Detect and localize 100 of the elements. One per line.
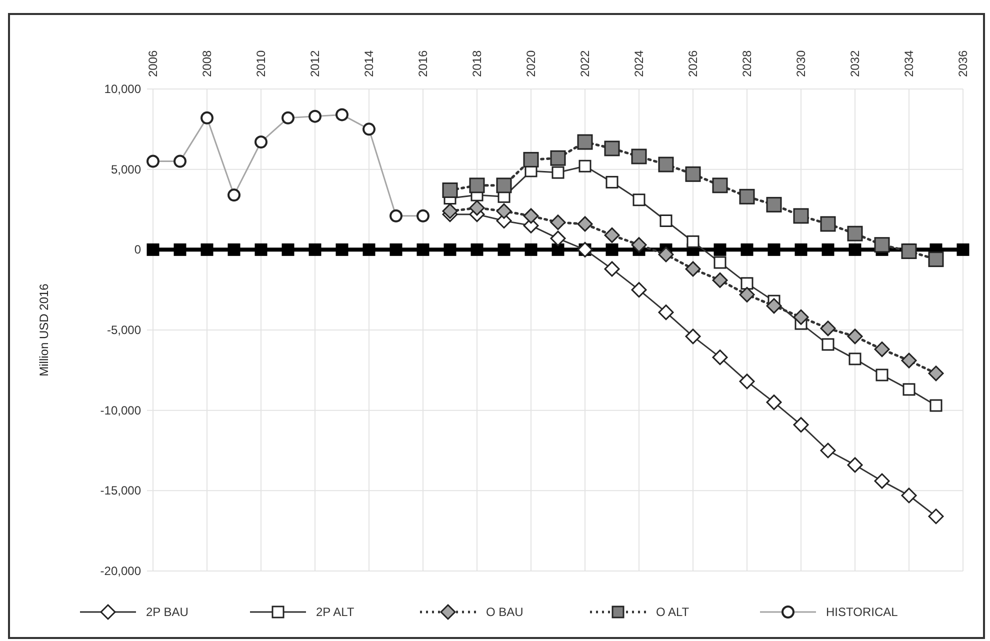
point — [714, 243, 726, 256]
point — [606, 243, 618, 256]
point — [416, 243, 430, 256]
point — [658, 156, 674, 172]
point — [822, 338, 834, 351]
point — [848, 352, 862, 366]
point — [442, 182, 458, 198]
point — [768, 243, 780, 256]
point — [606, 176, 618, 188]
point — [820, 442, 836, 458]
point — [822, 243, 834, 256]
point — [739, 374, 755, 390]
point — [200, 243, 214, 256]
point — [712, 178, 728, 194]
point — [901, 488, 917, 504]
point — [739, 188, 755, 204]
y-tick-label: -20,000 — [100, 564, 142, 578]
y-tick-label: 5,000 — [110, 162, 142, 176]
point — [714, 256, 726, 269]
point — [390, 243, 402, 256]
x-tick-label: 2028 — [740, 50, 754, 77]
point — [740, 277, 754, 290]
point — [685, 261, 701, 277]
point — [739, 286, 755, 302]
y-tick-label: 0 — [134, 242, 142, 257]
point — [604, 140, 620, 156]
point — [712, 350, 728, 366]
x-tick-label: 2012 — [308, 50, 322, 77]
point — [577, 216, 593, 232]
point — [658, 246, 674, 262]
x-tick-label: 2018 — [470, 50, 484, 77]
point — [876, 368, 888, 382]
point — [766, 196, 782, 212]
x-tick-label: 2022 — [578, 50, 592, 77]
point — [631, 237, 647, 253]
legend-label: HISTORICAL — [826, 605, 898, 619]
point — [362, 243, 376, 256]
point — [496, 203, 512, 219]
legend-label: O ALT — [656, 605, 690, 619]
point — [847, 457, 863, 473]
point — [793, 417, 809, 433]
point — [631, 148, 647, 164]
point — [793, 309, 809, 325]
x-tick-label: 2006 — [146, 50, 160, 77]
point — [793, 208, 809, 224]
point — [146, 243, 160, 256]
point — [901, 352, 917, 368]
point — [469, 200, 485, 216]
y-axis-title: Million USD 2016 — [37, 283, 51, 376]
point — [848, 243, 862, 256]
point — [604, 227, 620, 243]
point — [523, 208, 539, 224]
point — [712, 272, 728, 288]
point — [550, 230, 566, 246]
x-tick-label: 2036 — [956, 50, 970, 77]
point — [632, 194, 646, 206]
point — [766, 394, 782, 410]
point — [685, 166, 701, 182]
x-tick-label: 2030 — [794, 50, 808, 77]
point — [930, 399, 942, 412]
y-tick-label: -5,000 — [106, 323, 142, 337]
y-tick-label: -10,000 — [100, 403, 142, 418]
point — [847, 226, 863, 242]
y-tick-label: 10,000 — [104, 82, 142, 96]
point — [686, 235, 700, 248]
point — [254, 243, 268, 256]
point — [901, 244, 917, 260]
point — [604, 261, 620, 277]
point — [820, 216, 836, 232]
point — [928, 508, 944, 524]
point — [794, 243, 808, 256]
x-tick-label: 2026 — [686, 50, 700, 77]
point — [496, 178, 512, 194]
point — [470, 243, 484, 256]
point — [874, 473, 890, 489]
point — [308, 243, 322, 256]
point — [469, 178, 485, 194]
point — [523, 152, 539, 168]
point — [740, 243, 754, 256]
point — [174, 243, 186, 256]
point — [820, 320, 836, 336]
point — [902, 383, 916, 396]
point — [552, 166, 564, 179]
x-tick-label: 2008 — [200, 50, 214, 77]
point — [928, 252, 944, 268]
point — [228, 243, 240, 256]
point — [847, 328, 863, 344]
point — [524, 243, 538, 256]
point — [928, 366, 944, 382]
point — [631, 282, 647, 298]
y-tick-label: -15,000 — [100, 484, 142, 498]
x-tick-label: 2014 — [362, 50, 376, 77]
x-tick-label: 2024 — [632, 50, 646, 77]
point — [685, 328, 701, 344]
point — [874, 237, 890, 253]
point — [660, 214, 672, 227]
point — [577, 134, 593, 150]
point — [550, 150, 566, 166]
point — [874, 342, 890, 358]
x-tick-label: 2016 — [416, 50, 430, 77]
